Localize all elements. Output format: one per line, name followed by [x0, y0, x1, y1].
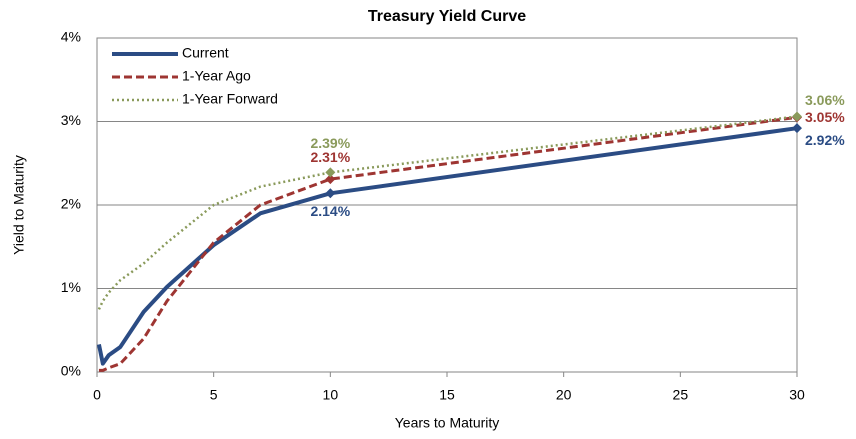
x-axis-label: Years to Maturity	[395, 415, 500, 431]
x-tick-label: 10	[323, 387, 339, 403]
x-tick-label: 0	[93, 387, 101, 403]
x-tick-label: 25	[673, 387, 689, 403]
legend-label: 1-Year Forward	[182, 91, 278, 107]
series-line	[97, 115, 798, 310]
point-marker	[325, 167, 336, 178]
x-tick-label: 20	[556, 387, 572, 403]
x-tick-label: 5	[210, 387, 218, 403]
point-marker	[792, 111, 802, 122]
data-label: 3.05%	[805, 109, 845, 125]
y-tick-label: 1%	[61, 279, 81, 295]
legend-label: 1-Year Ago	[182, 68, 251, 84]
y-axis-label: Yield to Maturity	[11, 155, 27, 255]
series-line	[98, 115, 798, 372]
data-label: 2.92%	[805, 132, 845, 148]
data-label: 3.06%	[805, 92, 845, 108]
series-line	[96, 126, 798, 366]
x-tick-label: 15	[439, 387, 455, 403]
y-tick-label: 0%	[61, 363, 81, 379]
legend-label: Current	[182, 45, 229, 61]
point-marker	[325, 174, 336, 185]
y-tick-label: 3%	[61, 112, 81, 128]
y-tick-label: 4%	[61, 29, 81, 45]
chart-title: Treasury Yield Curve	[368, 8, 526, 25]
point-marker	[792, 123, 802, 134]
point-marker	[325, 188, 336, 199]
y-tick-label: 2%	[61, 196, 81, 212]
data-label: 2.14%	[310, 203, 350, 219]
x-tick-label: 30	[789, 387, 805, 403]
data-label: 2.39%	[310, 135, 350, 151]
data-label: 2.31%	[310, 149, 350, 165]
